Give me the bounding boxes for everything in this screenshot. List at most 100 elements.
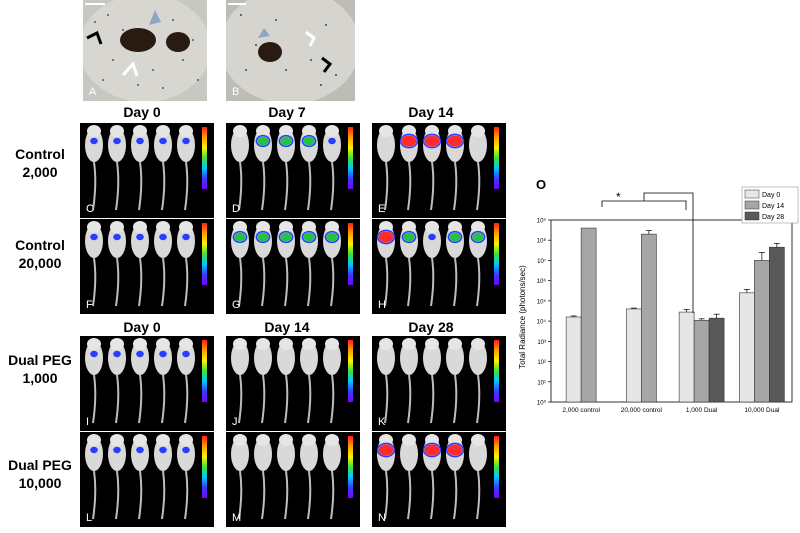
mouse-silhouette <box>469 434 487 520</box>
mouse-silhouette <box>231 125 249 211</box>
signal-ring <box>255 134 271 148</box>
panel-label-e: E <box>378 203 386 215</box>
imaging-panel-i: I <box>80 336 214 431</box>
imaging-panel-k: K <box>372 336 506 431</box>
bioluminescence-signal <box>401 135 417 147</box>
bioluminescence-signal <box>159 233 167 241</box>
row-label-line2: 10,000 <box>18 475 62 491</box>
bioluminescence-signal <box>449 232 461 242</box>
mouse-silhouette <box>85 125 103 211</box>
mouse-row-drawing <box>231 434 341 520</box>
row-label-line1: Dual PEG <box>8 352 72 368</box>
y-tick-label: 10⁷ <box>537 258 546 265</box>
panel-label-d: D <box>232 203 240 215</box>
bar <box>565 316 582 403</box>
y-tick-label: 10⁴ <box>537 319 547 326</box>
bioluminescence-signal <box>403 232 415 242</box>
bar <box>754 260 770 403</box>
legend-label: Day 0 <box>762 192 780 199</box>
mouse-silhouette <box>469 221 487 307</box>
signal-ring <box>399 133 419 149</box>
panel-label-a: A <box>89 86 97 98</box>
mouse-silhouette <box>400 434 418 520</box>
chart-plot-area: 10⁰ 10¹ 10² 10³ 10⁴ 10⁵ 10⁶ 10⁷ 10⁸ 10⁹ 2,000 cont… <box>537 186 799 414</box>
mouse-silhouette <box>445 125 465 211</box>
bioluminescence-signal <box>136 446 144 454</box>
color-scale-bar <box>494 436 499 498</box>
mouse-silhouette <box>469 338 487 424</box>
color-scale-bar <box>348 436 353 498</box>
x-tick-label: 1,000 Dual <box>686 407 718 414</box>
day-header-top-2: Day 7 <box>268 104 306 120</box>
chart-panel-letter: O <box>536 177 546 192</box>
imaging-panel-g: G <box>226 219 360 314</box>
imaging-panel-d: D <box>226 123 360 218</box>
mouse-silhouette <box>300 434 318 520</box>
dish-image-a-drawing <box>83 0 207 101</box>
mouse-row-drawing <box>85 434 195 520</box>
row-label-line2: 20,000 <box>18 255 62 271</box>
bioluminescence-signal <box>378 231 394 243</box>
row-label-line1: Control <box>15 146 65 162</box>
row-label-control-20000: Control 20,000 <box>0 236 80 272</box>
mouse-row-drawing <box>376 434 487 520</box>
panel-label-h: H <box>378 299 386 311</box>
bioluminescence-signal <box>159 137 167 145</box>
day-header-top-3: Day 14 <box>408 104 454 120</box>
mouse-silhouette <box>85 221 103 307</box>
legend-swatch <box>744 211 760 221</box>
day-header-bottom-1: Day 0 <box>123 319 161 335</box>
row-label-line2: 2,000 <box>22 164 58 180</box>
y-tick-label: 10³ <box>537 340 546 346</box>
mouse-silhouette <box>254 338 272 424</box>
mouse-silhouette <box>400 338 418 424</box>
signal-ring <box>445 133 465 149</box>
bioluminescence-signal <box>182 233 190 241</box>
legend-label: Day 14 <box>762 203 784 210</box>
bioluminescence-signal <box>447 444 463 456</box>
bioluminescence-signal <box>472 232 484 242</box>
panel-label-j: J <box>232 416 238 428</box>
mouse-silhouette <box>131 338 149 424</box>
mouse-row-drawing <box>377 125 487 211</box>
mouse-silhouette <box>300 125 318 211</box>
legend-swatch <box>744 189 760 199</box>
mouse-silhouette <box>108 434 126 520</box>
panel-label-n: N <box>378 512 386 524</box>
dish-image-b: B <box>226 0 355 101</box>
imaging-panel-e: E <box>372 123 506 218</box>
legend-label: Day 28 <box>762 214 784 221</box>
y-tick-label: 10¹ <box>537 380 546 386</box>
imaging-panel-j: J <box>226 336 360 431</box>
mouse-silhouette <box>254 221 272 307</box>
bioluminescence-signal <box>90 350 98 358</box>
bioluminescence-signal <box>280 136 292 146</box>
bar <box>739 292 755 403</box>
bioluminescence-signal <box>182 446 190 454</box>
bioluminescence-signal <box>182 350 190 358</box>
mouse-silhouette <box>108 125 126 211</box>
imaging-panel-h: H <box>372 219 506 314</box>
signal-ring <box>255 230 271 244</box>
color-scale-bar <box>348 223 353 285</box>
day-header-bottom-3: Day 28 <box>408 319 454 335</box>
imaging-panel-f: F <box>80 219 214 314</box>
bioluminescence-signal <box>113 137 121 145</box>
legend-swatch <box>744 200 760 210</box>
mouse-silhouette <box>423 221 441 307</box>
bioluminescence-signal <box>234 232 246 242</box>
mouse-silhouette <box>277 125 295 211</box>
signal-ring <box>232 230 248 244</box>
imaging-panel-m: M <box>226 432 360 527</box>
mouse-silhouette <box>400 221 418 307</box>
mouse-silhouette <box>277 434 295 520</box>
mouse-silhouette <box>422 125 442 211</box>
mouse-silhouette <box>277 338 295 424</box>
signal-ring <box>301 134 317 148</box>
mouse-silhouette <box>177 338 195 424</box>
signal-ring <box>324 230 340 244</box>
color-scale-bar <box>348 127 353 189</box>
panel-label-k: K <box>378 416 386 428</box>
radiance-bar-chart: O * Total Radiance (photons/sec) 10⁰10¹1… <box>518 177 799 414</box>
color-scale-bar <box>494 127 499 189</box>
